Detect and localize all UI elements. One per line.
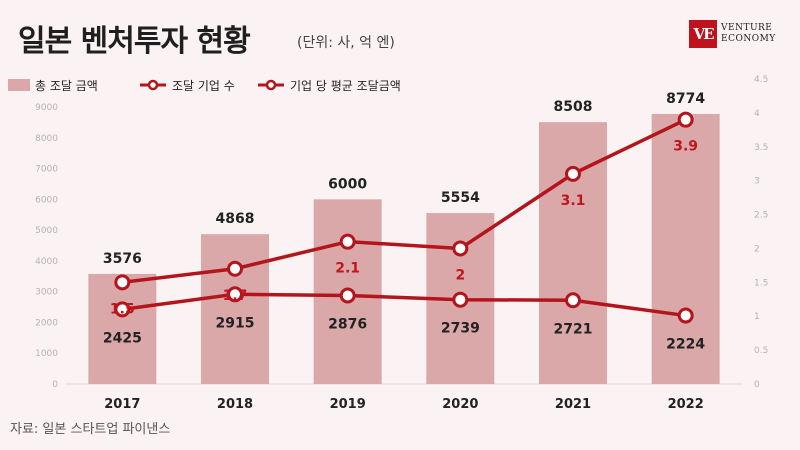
y-left-tick-label: 8000 — [35, 134, 58, 144]
legend-label: 총 조달 금액 — [35, 79, 98, 93]
bar-data-label: 3576 — [103, 251, 142, 267]
chart-title: 일본 벤처투자 현황 — [18, 24, 251, 59]
bar-data-label: 4868 — [216, 211, 255, 227]
line-marker — [565, 292, 581, 309]
x-tick-label: 2021 — [555, 397, 591, 412]
legend-swatch-bar — [8, 79, 30, 91]
line-data-label: 2915 — [216, 315, 255, 331]
line-marker — [452, 291, 469, 308]
line-data-label: 2721 — [554, 321, 593, 337]
bar-data-label: 8774 — [666, 91, 705, 107]
line-marker — [677, 307, 694, 324]
line-marker — [114, 301, 131, 318]
logo-line-2: ECONOMY — [721, 34, 776, 44]
bar-data-label: 8508 — [554, 99, 593, 115]
line-marker — [339, 233, 356, 250]
bar — [539, 122, 607, 384]
line-data-label: 2425 — [103, 330, 142, 346]
series-line — [122, 118, 687, 285]
x-tick-label: 2022 — [668, 397, 704, 412]
legend-label: 조달 기업 수 — [172, 79, 235, 93]
line-marker — [227, 260, 243, 277]
y-right-tick-label: 3 — [754, 177, 760, 187]
legend-swatch-marker — [147, 79, 159, 91]
y-left-tick-label: 3000 — [35, 288, 58, 298]
y-right-tick-label: 3.5 — [754, 143, 768, 153]
y-right-tick-label: 2 — [754, 244, 760, 254]
line-marker — [339, 287, 356, 304]
x-tick-label: 2020 — [442, 397, 478, 412]
line-marker — [452, 240, 469, 257]
line-data-label: 2.1 — [335, 261, 360, 277]
legend-swatch-marker — [265, 79, 277, 91]
y-left-tick-label: 6000 — [35, 195, 58, 205]
line-data-label: 1.7 — [223, 288, 248, 304]
line-data-label: 2876 — [328, 316, 367, 332]
logo-text: VENTURE ECONOMY — [721, 23, 776, 45]
y-left-tick-label: 9000 — [35, 103, 58, 113]
line-data-label: 2739 — [441, 321, 480, 337]
source-note: 자료: 일본 스타트업 파이낸스 — [10, 422, 171, 437]
line-marker — [677, 111, 694, 128]
bar-data-label: 6000 — [328, 176, 367, 192]
y-left-tick-label: 4000 — [35, 257, 58, 267]
logo-line-1: VENTURE — [721, 23, 773, 33]
logo-mark: VE — [689, 20, 717, 48]
line-data-label: 3.1 — [561, 193, 586, 209]
line-data-label: 2 — [455, 267, 465, 283]
y-right-tick-label: 2.5 — [754, 211, 768, 221]
bar-data-label: 5554 — [441, 190, 480, 206]
unit-note: (단위: 사, 억 엔) — [297, 35, 395, 51]
y-left-tick-label: 0 — [52, 380, 58, 390]
line-marker — [227, 286, 243, 303]
y-right-tick-label: 4.5 — [754, 75, 768, 85]
logo: VE VENTURE ECONOMY — [689, 20, 776, 48]
x-tick-label: 2018 — [217, 397, 253, 412]
series-line — [122, 292, 686, 318]
y-left-tick-label: 2000 — [35, 318, 58, 328]
y-right-tick-label: 0.5 — [754, 346, 768, 356]
x-tick-label: 2017 — [104, 397, 140, 412]
y-left-tick-label: 7000 — [35, 165, 58, 175]
line-data-label: 3.9 — [673, 139, 698, 155]
line-marker — [114, 274, 131, 291]
line-marker — [565, 165, 581, 182]
y-left-tick-label: 1000 — [35, 349, 58, 359]
y-left-tick-label: 5000 — [35, 226, 58, 236]
legend-label: 기업 당 평균 조달금액 — [290, 79, 401, 93]
y-right-tick-label: 1.5 — [754, 278, 768, 288]
bar — [651, 113, 720, 384]
line-data-label: 1.5 — [110, 301, 135, 317]
bar — [88, 273, 157, 384]
y-right-tick-label: 0 — [754, 380, 760, 390]
line-data-label: 2224 — [666, 337, 705, 353]
x-tick-label: 2019 — [330, 397, 366, 412]
y-right-tick-label: 4 — [754, 109, 760, 119]
bar — [201, 234, 269, 384]
y-right-tick-label: 1 — [754, 312, 760, 322]
